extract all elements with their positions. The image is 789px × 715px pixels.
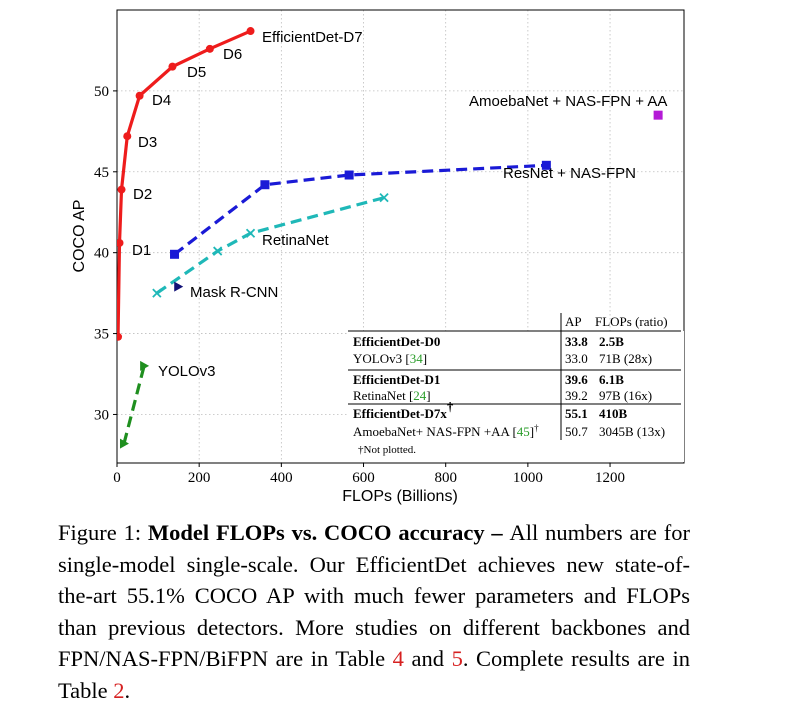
caption-ref-table-5[interactable]: 5 <box>451 646 463 671</box>
table-row-model: EfficientDet-D0 <box>353 334 440 349</box>
point-resnet-nas-fpn <box>260 180 270 190</box>
table-row-flops: 2.5B <box>599 334 624 349</box>
x-axis-label: FLOPs (Billions) <box>342 488 458 505</box>
y-tick-label: 35 <box>94 327 109 343</box>
table-row-model: YOLOv3 [34] <box>353 351 427 366</box>
table-row-ap: 33.8 <box>565 334 588 349</box>
table-row-ap: 39.2 <box>565 388 588 403</box>
caption-title: Model FLOPs vs. COCO accuracy – <box>147 520 510 545</box>
y-tick-label: 45 <box>94 165 109 181</box>
point-efficientdet <box>246 27 255 36</box>
table-header-ap: AP <box>565 314 582 329</box>
point-efficientdet <box>117 238 124 247</box>
table-row-flops: 71B (28x) <box>599 351 652 366</box>
x-tick-label: 600 <box>352 470 375 486</box>
x-tick-label: 800 <box>434 470 457 486</box>
label-d2: D2 <box>133 186 152 203</box>
x-tick-label: 1000 <box>513 470 543 486</box>
table-header-flops: FLOPs (ratio) <box>595 314 668 329</box>
inset-table: AP FLOPs (ratio) EfficientDet-D0 33.8 2.… <box>348 313 684 462</box>
point-efficientdet <box>123 132 132 141</box>
point-retinanet <box>379 193 389 203</box>
point-yolov3 <box>119 438 129 449</box>
table-row-model: EfficientDet-D1 <box>353 372 440 387</box>
y-tick-label: 50 <box>94 84 109 100</box>
series-line-retinanet <box>155 196 385 295</box>
table-row-model: EfficientDet-D7x† <box>353 399 454 422</box>
table-row-flops: 97B (16x) <box>599 388 652 403</box>
point-resnet-nas-fpn <box>344 170 354 180</box>
label-d5: D5 <box>187 64 206 81</box>
point-retinanet <box>152 288 162 298</box>
caption-text: . Complete results are in Table <box>58 646 690 703</box>
point-amoebanet-nas-fpn-aa <box>653 110 663 120</box>
plot-frame <box>116 9 685 464</box>
label-amoeba: AmoebaNet + NAS-FPN + AA <box>469 93 667 110</box>
table-row-ap: 50.7 <box>565 424 588 439</box>
flops-vs-ap-chart: 0 200 400 600 800 1000 1200 30 35 40 45 50 FLOPs (B… <box>71 9 685 505</box>
x-tick-label: 0 <box>113 470 121 486</box>
y-tick-label: 30 <box>94 407 109 423</box>
point-retinanet <box>213 246 223 256</box>
x-tick-label: 400 <box>270 470 293 486</box>
series-line-resnet-nas-fpn <box>173 163 547 256</box>
caption-prefix: Figure 1: <box>58 520 148 545</box>
point-retinanet <box>245 228 256 238</box>
y-axis-label: COCO AP <box>71 200 88 273</box>
label-d3: D3 <box>138 134 157 151</box>
point-mask-r-cnn <box>174 281 184 292</box>
caption-text: and <box>403 646 452 671</box>
label-retinanet: RetinaNet <box>262 232 330 249</box>
point-efficientdet <box>117 332 123 341</box>
figure-caption: Figure 1: Model FLOPs vs. COCO accuracy … <box>58 517 690 706</box>
table-row-flops: 3045B (13x) <box>599 424 665 439</box>
point-efficientdet <box>117 185 126 194</box>
label-d1: D1 <box>132 242 151 259</box>
label-maskrcnn: Mask R-CNN <box>190 284 278 301</box>
caption-text: . <box>124 677 131 703</box>
point-efficientdet <box>168 62 177 71</box>
label-efficientdet-d7: EfficientDet-D7 <box>262 29 363 46</box>
x-tick-label: 200 <box>188 470 211 486</box>
series-line-efficientdet <box>117 29 252 337</box>
table-row-flops: 410B <box>599 406 628 421</box>
table-footnote: †Not plotted. <box>358 444 416 456</box>
point-resnet-nas-fpn <box>541 160 551 170</box>
data-series <box>117 27 663 449</box>
table-row-flops: 6.1B <box>599 372 624 387</box>
label-d6: D6 <box>223 46 242 63</box>
point-efficientdet <box>205 44 214 53</box>
caption-ref-table-2[interactable]: 2 <box>113 677 125 703</box>
label-yolov3: YOLOv3 <box>158 363 216 380</box>
caption-body: All numbers are for single-model single-… <box>58 520 690 671</box>
point-resnet-nas-fpn <box>170 249 180 259</box>
series-line-yolov3 <box>122 365 146 444</box>
caption-ref-table-4[interactable]: 4 <box>392 646 404 671</box>
axis-ticks: 0 200 400 600 800 1000 1200 30 35 40 45 50 <box>94 84 625 486</box>
label-d4: D4 <box>152 92 171 109</box>
label-resnet: ResNet + NAS-FPN <box>503 165 636 182</box>
point-yolov3 <box>140 360 150 371</box>
y-tick-label: 40 <box>94 246 109 262</box>
table-row-model: RetinaNet [24] <box>353 388 431 403</box>
table-row-ap: 33.0 <box>565 351 588 366</box>
table-row-model: AmoebaNet+ NAS-FPN +AA [45]† <box>353 423 539 439</box>
x-tick-label: 1200 <box>595 470 625 486</box>
table-row-ap: 39.6 <box>565 372 588 387</box>
table-row-ap: 55.1 <box>565 406 588 421</box>
point-efficientdet <box>135 91 144 100</box>
